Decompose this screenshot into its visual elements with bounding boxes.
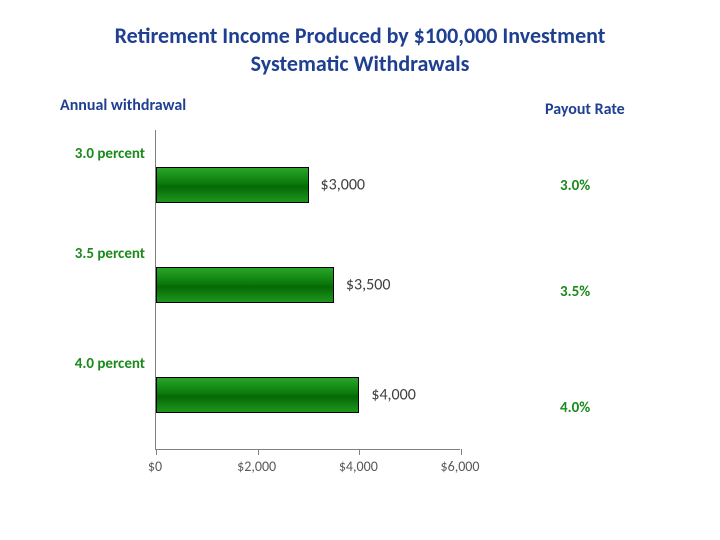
bar-row: $4,000	[156, 377, 460, 413]
x-tick-mark	[258, 449, 259, 455]
bar-value-label: $4,000	[371, 386, 416, 405]
right-header: Payout Rate	[545, 100, 625, 119]
x-tick-label: $0	[148, 458, 162, 475]
category-label: 3.5 percent	[25, 245, 145, 263]
left-header: Annual withdrawal	[60, 96, 186, 115]
x-tick-mark	[359, 449, 360, 455]
payout-label: 4.0%	[560, 399, 590, 417]
bar-value-label: $3,000	[321, 176, 366, 195]
payout-label: 3.0%	[560, 177, 590, 195]
chart-title-line1: Retirement Income Produced by $100,000 I…	[0, 22, 720, 50]
plot-area: $3,000 $3,500 $4,000	[155, 130, 460, 450]
x-tick-label: $4,000	[339, 458, 378, 475]
bar-row: $3,500	[156, 267, 460, 303]
bar	[156, 377, 359, 413]
category-label: 4.0 percent	[25, 355, 145, 373]
x-tick-label: $2,000	[237, 458, 276, 475]
bar	[156, 167, 309, 203]
payout-label: 3.5%	[560, 283, 590, 301]
bar-value-label: $3,500	[346, 276, 391, 295]
chart-title: Retirement Income Produced by $100,000 I…	[0, 0, 720, 77]
bar-row: $3,000	[156, 167, 460, 203]
x-tick-mark	[461, 449, 462, 455]
x-tick-label: $6,000	[441, 458, 480, 475]
bar	[156, 267, 334, 303]
category-label: 3.0 percent	[25, 145, 145, 163]
x-tick-mark	[156, 449, 157, 455]
chart-title-line2: Systematic Withdrawals	[0, 50, 720, 78]
